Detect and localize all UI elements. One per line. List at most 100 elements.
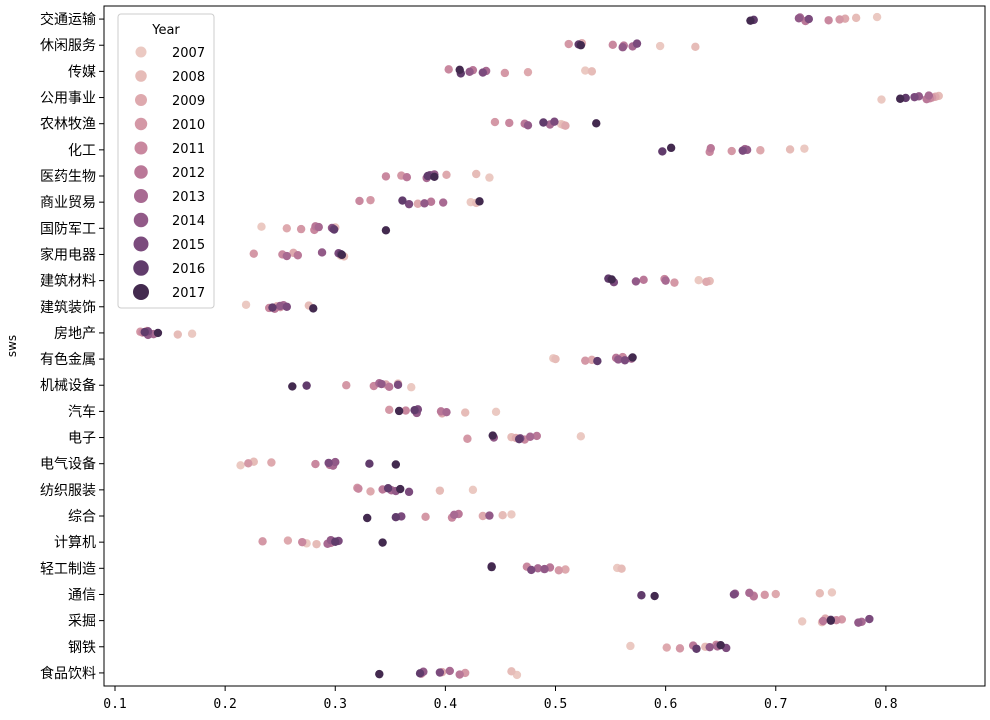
data-point-2017 [362, 513, 372, 523]
legend-marker [133, 260, 149, 276]
data-point-2010 [385, 405, 394, 414]
legend-marker [133, 284, 149, 300]
data-point-2010 [463, 434, 472, 443]
legend-label: 2011 [172, 142, 205, 157]
legend-marker [134, 141, 148, 155]
data-point-2007 [694, 276, 703, 285]
data-point-2009 [282, 224, 292, 233]
data-point-2015 [527, 565, 536, 575]
data-point-2016 [383, 484, 393, 493]
data-point-2012 [426, 197, 436, 206]
data-point-2015 [729, 590, 739, 599]
data-point-2014 [705, 642, 714, 652]
data-point-2012 [532, 431, 541, 441]
y-tick-label: 通信 [68, 587, 96, 603]
data-point-2014 [317, 248, 327, 257]
data-point-2010 [554, 566, 564, 575]
data-point-2011 [608, 40, 617, 50]
data-point-2016 [331, 537, 340, 546]
data-point-2008 [785, 145, 795, 154]
data-point-2012 [818, 616, 828, 626]
data-point-2017 [488, 431, 497, 440]
data-point-2014 [540, 564, 549, 574]
data-point-2008 [472, 169, 481, 179]
data-point-2013 [445, 666, 454, 676]
legend: Year 2007 2008 2009 2010 2011 2012 2013 2014 201… [117, 13, 215, 309]
data-point-2008 [551, 354, 560, 364]
x-tick-label: 0.8 [874, 697, 897, 712]
data-point-2011 [355, 196, 364, 206]
data-point-2016 [415, 669, 425, 678]
data-point-2015 [620, 356, 630, 365]
data-point-2017 [394, 406, 404, 416]
x-tick-label: 0.5 [544, 697, 567, 712]
data-point-2016 [302, 381, 311, 390]
legend-label: 2010 [172, 118, 205, 133]
y-tick-label: 纺织服装 [40, 483, 96, 499]
data-point-2012 [706, 144, 715, 153]
data-point-2016 [539, 118, 548, 127]
data-point-2017 [628, 353, 637, 362]
data-point-2010 [760, 590, 769, 600]
data-point-2017 [592, 119, 601, 128]
data-point-2017 [650, 591, 659, 601]
data-point-2015 [435, 668, 445, 677]
data-point-2014 [377, 379, 386, 389]
data-point-2016 [514, 434, 524, 444]
data-point-2007 [576, 432, 586, 441]
data-point-2014 [276, 301, 285, 311]
data-point-2016 [423, 171, 432, 181]
data-point-2007 [797, 617, 807, 626]
y-tick-label: 电气设备 [40, 456, 96, 473]
y-tick-label: 休闲服务 [40, 38, 96, 54]
x-tick-label: 0.4 [434, 697, 458, 712]
legend-items: 2007 2008 2009 2010 2011 2012 2013 2014 2015 2016… [133, 46, 205, 301]
data-point-2017 [666, 143, 676, 153]
data-point-2008 [851, 13, 861, 23]
data-point-2012 [385, 382, 394, 392]
data-point-2017 [896, 94, 905, 103]
data-point-2017 [337, 250, 347, 260]
y-tick-label: 传媒 [68, 64, 96, 80]
data-point-2016 [593, 356, 602, 366]
x-tick-label: 0.2 [213, 697, 236, 712]
data-point-2013 [438, 198, 448, 207]
data-point-2007 [626, 641, 635, 651]
data-point-2016 [637, 591, 646, 600]
data-point-2013 [525, 432, 535, 441]
data-point-2016 [410, 405, 419, 415]
data-point-2011 [444, 65, 453, 74]
data-point-2007 [872, 12, 882, 22]
data-point-2015 [865, 614, 874, 624]
data-point-2009 [561, 565, 570, 574]
data-point-2008 [815, 589, 825, 598]
data-point-2014 [465, 67, 474, 76]
data-point-2010 [258, 537, 267, 546]
legend-marker [134, 189, 148, 203]
data-point-2015 [404, 487, 414, 497]
data-point-2007 [491, 407, 501, 416]
data-point-2013 [533, 564, 543, 573]
data-point-2016 [140, 327, 149, 337]
legend-label: 2016 [172, 262, 205, 277]
data-point-2010 [421, 512, 430, 521]
legend-label: 2007 [172, 46, 205, 61]
y-tick-label: 计算机 [54, 535, 96, 551]
data-point-2015 [282, 302, 292, 311]
data-point-2008 [691, 42, 700, 52]
legend-label: 2013 [172, 190, 205, 205]
data-point-2009 [561, 121, 570, 130]
data-point-2013 [661, 276, 670, 285]
data-point-2015 [632, 39, 642, 48]
legend-label: 2015 [172, 238, 205, 253]
data-point-2017 [375, 669, 384, 679]
legend-label: 2008 [172, 70, 205, 85]
legend-label: 2012 [172, 166, 205, 181]
y-tick-label: 汽车 [68, 403, 96, 420]
data-point-2007 [800, 144, 809, 153]
data-point-2010 [296, 224, 306, 234]
plot-area [103, 5, 986, 687]
y-tick-label: 化工 [68, 143, 96, 159]
data-point-2009 [283, 536, 293, 545]
